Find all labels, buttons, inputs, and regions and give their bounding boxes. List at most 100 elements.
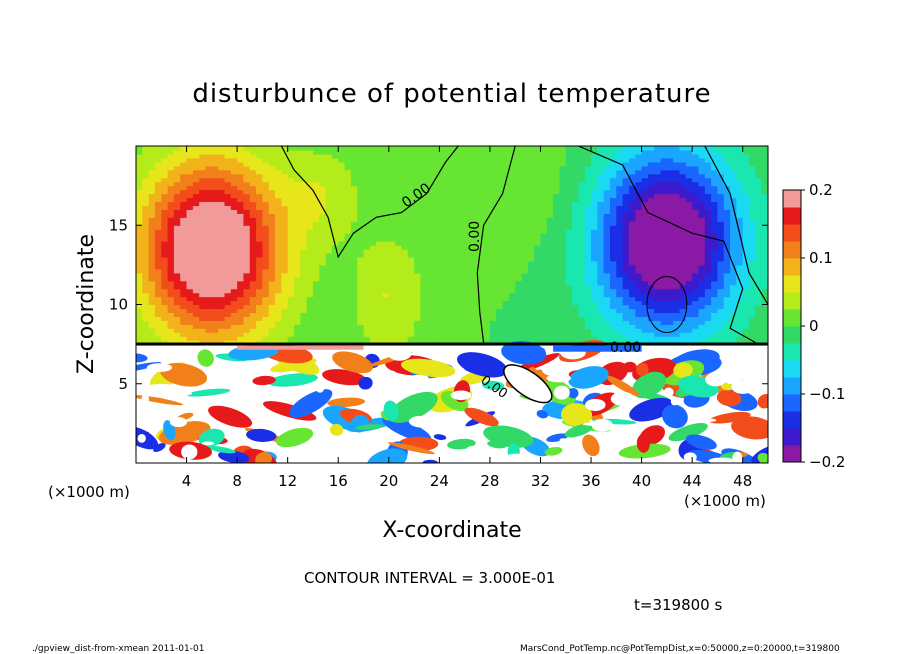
field-cell xyxy=(546,241,554,246)
field-cell xyxy=(136,161,143,167)
field-cell xyxy=(445,320,453,325)
field-cell xyxy=(350,264,358,270)
field-cell xyxy=(761,245,768,250)
field-cell xyxy=(736,268,744,274)
field-cell xyxy=(401,308,409,314)
field-cell xyxy=(224,153,232,159)
field-cell xyxy=(401,272,409,278)
field-cell xyxy=(660,340,668,345)
field-cell xyxy=(300,256,308,262)
field-cell xyxy=(401,324,409,329)
field-cell xyxy=(553,193,561,199)
field-cell xyxy=(578,256,586,262)
field-cell xyxy=(742,272,750,278)
field-cell xyxy=(565,320,573,325)
field-cell xyxy=(180,304,188,310)
field-cell xyxy=(154,213,162,218)
field-cell xyxy=(256,165,263,171)
field-cell xyxy=(489,288,497,294)
field-cell xyxy=(502,260,510,266)
field-cell xyxy=(610,288,617,294)
field-cell xyxy=(717,233,725,238)
field-cell xyxy=(553,173,561,179)
field-cell xyxy=(736,185,744,191)
field-cell xyxy=(148,249,156,254)
field-cell xyxy=(325,264,333,270)
field-cell xyxy=(369,201,377,207)
field-cell xyxy=(331,177,339,183)
field-cell xyxy=(395,264,403,270)
field-cell xyxy=(167,304,175,310)
field-cell xyxy=(363,292,371,298)
field-cell xyxy=(679,221,687,226)
field-cell xyxy=(723,209,731,214)
field-cell xyxy=(553,146,561,151)
field-cell xyxy=(546,332,554,337)
field-cell xyxy=(666,256,674,262)
field-cell xyxy=(521,165,529,171)
field-cell xyxy=(369,193,377,199)
field-cell xyxy=(205,256,213,262)
field-cell xyxy=(439,161,447,167)
field-cell xyxy=(338,272,346,278)
field-cell xyxy=(243,201,251,207)
field-cell xyxy=(173,280,181,286)
field-cell xyxy=(275,276,282,282)
field-cell xyxy=(597,336,605,341)
field-cell xyxy=(616,185,624,191)
field-cell xyxy=(420,205,428,210)
field-cell xyxy=(243,260,251,266)
field-cell xyxy=(704,308,712,314)
field-cell xyxy=(199,197,207,203)
field-cell xyxy=(673,316,681,321)
field-cell xyxy=(666,161,674,167)
field-cell xyxy=(502,209,510,214)
field-cell xyxy=(230,205,238,210)
field-cell xyxy=(546,328,554,333)
field-cell xyxy=(262,173,270,179)
field-cell xyxy=(363,288,371,294)
field-cell xyxy=(312,328,320,333)
field-cell xyxy=(249,237,257,242)
field-cell xyxy=(578,296,586,302)
field-cell xyxy=(268,304,276,310)
field-cell xyxy=(154,193,162,199)
field-cell xyxy=(426,157,434,163)
field-cell xyxy=(458,229,466,234)
field-cell xyxy=(445,161,453,167)
field-cell xyxy=(521,324,529,329)
field-cell xyxy=(294,197,301,203)
field-cell xyxy=(325,157,333,163)
field-cell xyxy=(749,153,756,159)
field-cell xyxy=(154,256,162,262)
field-cell xyxy=(698,221,706,226)
field-cell xyxy=(331,237,339,242)
field-cell xyxy=(173,217,181,222)
field-cell xyxy=(723,252,731,258)
field-cell xyxy=(173,197,181,203)
field-cell xyxy=(692,340,700,345)
field-cell xyxy=(717,205,725,210)
field-cell xyxy=(749,181,756,187)
field-cell xyxy=(749,193,756,199)
field-cell xyxy=(306,157,314,163)
field-cell xyxy=(300,300,308,306)
field-cell xyxy=(306,324,314,329)
field-cell xyxy=(211,276,219,282)
field-cell xyxy=(717,245,725,250)
field-cell xyxy=(249,189,257,195)
field-cell xyxy=(414,161,421,167)
field-cell xyxy=(635,237,643,242)
field-cell xyxy=(350,169,358,175)
field-cell xyxy=(458,169,466,175)
field-cell xyxy=(483,280,491,286)
field-cell xyxy=(692,241,700,246)
field-cell xyxy=(572,173,579,179)
field-cell xyxy=(508,324,516,329)
field-cell xyxy=(161,205,169,210)
field-cell xyxy=(148,177,156,183)
field-cell xyxy=(527,161,535,167)
field-cell xyxy=(470,245,478,250)
field-cell xyxy=(357,340,365,345)
field-cell xyxy=(641,157,649,163)
